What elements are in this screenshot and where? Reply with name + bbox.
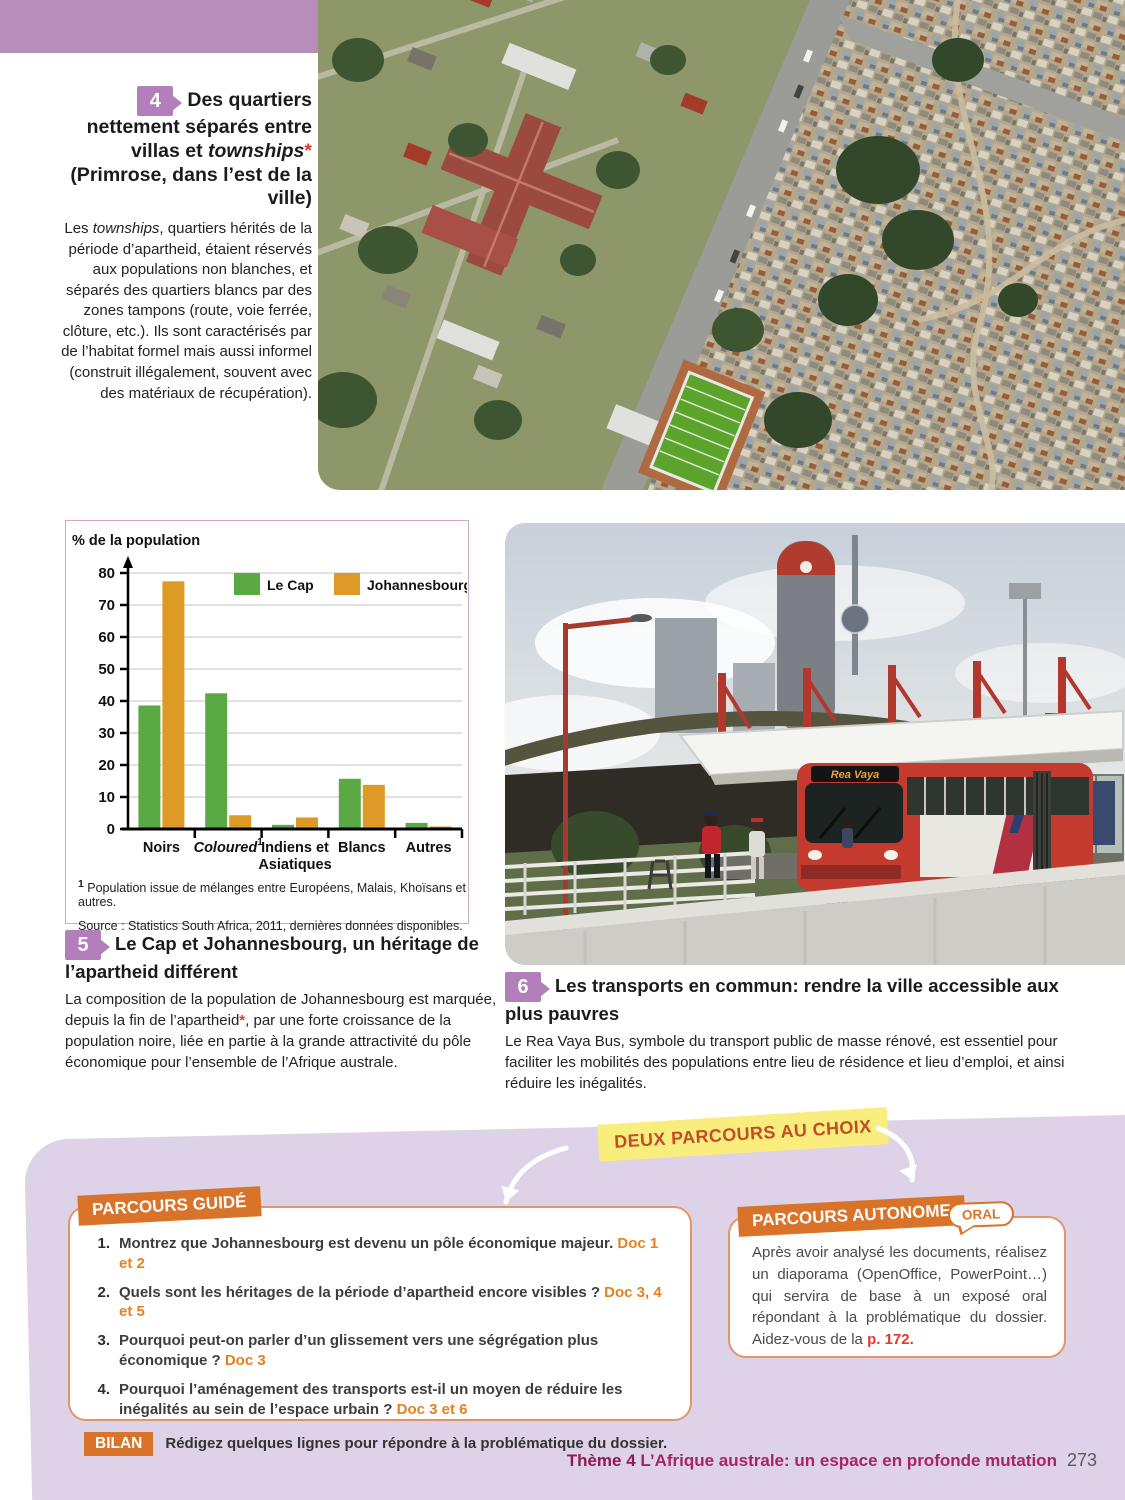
doc4-block: 4 Des quartiers nettement séparés entre v… (60, 86, 312, 404)
sports-field (638, 359, 766, 490)
school-building (421, 113, 603, 276)
svg-text:10: 10 (98, 789, 115, 806)
svg-text:Le Cap: Le Cap (267, 577, 314, 593)
doc4-title-italic: townships (207, 139, 305, 162)
parcours-guide-box: PARCOURS GUIDÉ 1. Montrez que Johannesbo… (68, 1186, 692, 1457)
bilan-label: BILAN (84, 1432, 154, 1457)
aerial-photo-primrose (318, 0, 1125, 490)
doc6-block: 6 Les transports en commun: rendre la vil… (505, 972, 1075, 1094)
question-1: 1. Montrez que Johannesbourg est devenu … (97, 1235, 659, 1272)
doc-ref: Doc 3 (224, 1351, 266, 1369)
street-lamp (563, 614, 652, 943)
doc4-asterisk: * (304, 139, 312, 162)
bilan-row: BILAN Rédigez quelques lignes pour répon… (84, 1432, 674, 1457)
stadium-floodlight (1009, 583, 1041, 723)
doc6-title: 6 Les transports en commun: rendre la vil… (505, 972, 1075, 1025)
doc5-block: 5 Le Cap et Johannesbourg, un héritage de… (65, 930, 505, 1073)
doc5-number-badge: 5 (65, 930, 101, 960)
svg-text:60: 60 (98, 629, 115, 646)
bilan-text: Rédigez quelques lignes pour répondre à … (165, 1435, 668, 1453)
svg-text:40: 40 (98, 693, 115, 710)
svg-text:Rea Vaya: Rea Vaya (831, 769, 880, 781)
svg-text:% de la population: % de la population (72, 533, 200, 549)
question-4: 4. Pourquoi l’aménagement des transports… (97, 1380, 623, 1418)
doc6-body: Le Rea Vaya Bus, symbole du transport pu… (505, 1033, 1065, 1093)
doc4-body: Les townships, quartiers hérités de la p… (61, 220, 312, 402)
doc4-title-end: (Primrose, dans l’est de la ville) (70, 163, 312, 210)
header-bar (0, 0, 318, 53)
question-list: 1. Montrez que Johannesbourg est devenu … (70, 1208, 690, 1457)
doc4-title: 4 Des quartiers nettement séparés entre v… (60, 86, 312, 211)
doc5-title: 5 Le Cap et Johannesbourg, un héritage de… (65, 930, 505, 983)
doc4-number-badge: 4 (137, 86, 174, 116)
doc-ref: Doc 3, 4 et 5 (119, 1283, 662, 1321)
population-chart-card: 0 10 20 30 40 50 60 70 80 Noirs Coloured1 Indiens e… (65, 520, 469, 933)
hillbrow-tower (840, 535, 870, 675)
chart-source: Source : Statistics South Africa, 2011, … (78, 919, 463, 934)
vodacom-tower (777, 541, 835, 733)
page-footer: Thème 4 L’Afrique australe: un espace en… (567, 1450, 1097, 1471)
doc4-title-text: Des quartiers nettement séparés entre vi… (86, 89, 312, 162)
question-3: 3. Pourquoi peut-on parler d’un glisseme… (97, 1332, 599, 1369)
svg-text:0: 0 (107, 821, 115, 838)
svg-text:Indiens et: Indiens et (261, 840, 329, 856)
svg-text:Coloured1: Coloured1 (194, 837, 264, 856)
svg-text:80: 80 (98, 565, 115, 582)
doc5-asterisk: * (239, 1012, 246, 1030)
parcours-autonome-box: PARCOURS AUTONOME ORAL Après avoir analy… (728, 1195, 1066, 1358)
chart-footnote: 1 Population issue de mélanges entre Eur… (78, 879, 466, 910)
doc5-body: La composition de la population de Johan… (65, 991, 497, 1072)
svg-text:Asiatiques: Asiatiques (258, 857, 331, 873)
pedestrians (647, 811, 853, 890)
svg-text:20: 20 (98, 757, 115, 774)
page-number: 273 (1066, 1450, 1097, 1470)
svg-text:Blancs: Blancs (338, 840, 386, 856)
doc-ref: Doc 3 et 6 (396, 1400, 468, 1418)
svg-text:70: 70 (98, 597, 115, 614)
theme-title: L’Afrique australe: un espace en profond… (635, 1451, 1057, 1470)
page-reference: p. 172. (867, 1331, 914, 1348)
parcours-autonome-text: Après avoir analysé les documents, réali… (752, 1244, 1047, 1348)
rea-vaya-bus-photo: Rea Vaya (505, 523, 1125, 965)
doc-ref: Doc 1 et 2 (119, 1235, 659, 1272)
aerial-photo-illustration (318, 0, 1125, 490)
svg-text:30: 30 (98, 725, 115, 742)
doc6-number-badge: 6 (505, 972, 541, 1002)
svg-text:Noirs: Noirs (143, 840, 180, 856)
svg-text:50: 50 (98, 661, 115, 678)
oral-badge: ORAL (947, 1200, 1015, 1229)
theme-number: Thème 4 (566, 1451, 636, 1470)
bus-photo-illustration: Rea Vaya (505, 523, 1125, 965)
svg-text:Autres: Autres (406, 840, 452, 856)
question-2: 2. Quels sont les héritages de la périod… (97, 1283, 662, 1321)
rea-vaya-bus: Rea Vaya (797, 763, 1093, 908)
svg-text:Johannesbourg: Johannesbourg (367, 577, 467, 593)
